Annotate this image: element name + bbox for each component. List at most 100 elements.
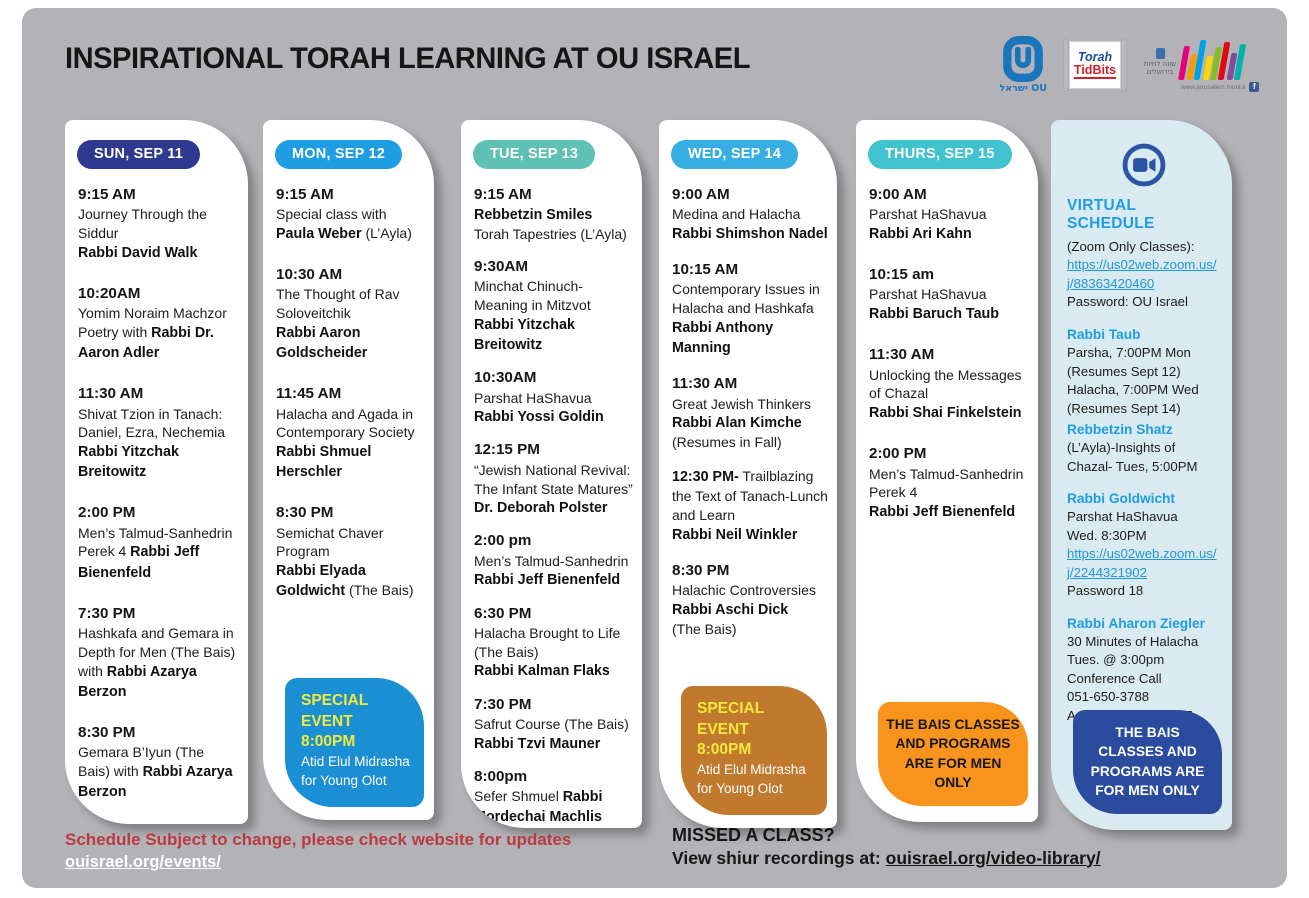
virtual-detail-line: 051-650-3788 bbox=[1067, 689, 1150, 705]
event-time: 11:30 AM bbox=[78, 385, 144, 403]
schedule-event: 11:30 AM Shivat Tzion in Tanach: Daniel, … bbox=[78, 383, 239, 482]
event-line: Halachic Controversies bbox=[672, 581, 828, 600]
event-line: Rabbi Shai Finkelstein bbox=[869, 403, 1029, 423]
event-text: (The Bais) bbox=[672, 621, 737, 638]
day-header-tue: TUE, SEP 13 bbox=[473, 140, 596, 169]
speaker-name: Rabbi Yitzchak Breitowitz bbox=[78, 444, 179, 481]
schedule-event: 12:15 PM “Jewish National Revival: The In… bbox=[474, 439, 633, 518]
event-line: “Jewish National Revival: The Infant Sta… bbox=[474, 461, 633, 499]
event-line: Rabbi Anthony Manning bbox=[672, 318, 828, 358]
event-text: (The Bais) bbox=[345, 582, 414, 599]
ou-israel-logo: OU ישראל bbox=[1000, 36, 1047, 94]
event-time: 6:30 PM bbox=[474, 604, 532, 622]
special-event-line: for Young Olot bbox=[697, 781, 783, 797]
event-line: Gemara B’Iyun (The Bais) with Rabbi Azar… bbox=[78, 743, 239, 802]
events-link[interactable]: ouisrael.org/events/ bbox=[65, 853, 221, 872]
event-text: Parshat HaShavua bbox=[869, 206, 987, 223]
event-text: Great Jewish Thinkers bbox=[672, 395, 812, 412]
speaker-name: Rabbi Azarya Berzon bbox=[78, 663, 197, 700]
event-line: Rabbi Neil Winkler bbox=[672, 525, 828, 545]
schedule-change-notice: Schedule Subject to change, please check… bbox=[65, 830, 572, 849]
bais-men-only-box: THE BAIS CLASSES AND PROGRAMS ARE FOR ME… bbox=[1073, 709, 1222, 814]
jerusalem-skyline-art-icon bbox=[1178, 36, 1247, 80]
event-text: The Thought of Rav Soloveitchik bbox=[276, 286, 400, 322]
event-line: Sefer Shmuel Rabbi Mordechai Machlis bbox=[474, 787, 633, 827]
event-time: 10:30AM bbox=[474, 369, 537, 387]
event-time: 8:30 PM bbox=[672, 562, 730, 580]
virtual-detail-line: Parsha, 7:00PM Mon bbox=[1067, 345, 1191, 361]
special-event-title: SPECIAL EVENT bbox=[301, 692, 368, 730]
event-line: (Resumes in Fall) bbox=[672, 433, 828, 452]
event-line: Rabbi Aaron Goldscheider bbox=[276, 323, 425, 363]
page-title: INSPIRATIONAL TORAH LEARNING AT OU ISRAE… bbox=[65, 42, 751, 75]
event-time: 9:15 AM bbox=[474, 186, 532, 203]
event-time: 2:00 pm bbox=[474, 532, 532, 550]
event-text: Contemporary Issues in Halacha and Hashk… bbox=[672, 281, 820, 317]
event-text: Safrut Course (The Bais) bbox=[474, 715, 629, 732]
virtual-detail-line: Wed. 8:30PM bbox=[1067, 527, 1147, 543]
schedule-event: 6:30 PM Halacha Brought to Life (The Bais… bbox=[474, 603, 633, 682]
event-line: Parshat HaShavua bbox=[869, 285, 1029, 304]
zoom-link[interactable]: https://us02web.zoom.us/j/88363420460 bbox=[1067, 257, 1217, 291]
event-time: 2:00 PM bbox=[78, 504, 136, 522]
event-line: Men’s Talmud-Sanhedrin Perek 4 Rabbi Jef… bbox=[78, 524, 239, 583]
event-line: Men’s Talmud-Sanhedrin bbox=[474, 552, 633, 571]
virtual-password: Password: OU Israel bbox=[1067, 294, 1188, 310]
special-event-box: SPECIAL EVENT 8:00PM Atid Elul Midrasha for… bbox=[681, 686, 827, 815]
event-text: Parshat HaShavua bbox=[869, 286, 987, 303]
footer-left: Schedule Subject to change, please check… bbox=[65, 830, 571, 872]
event-time: 8:30 PM bbox=[78, 723, 136, 741]
schedule-event: 2:00 pm Men’s Talmud-Sanhedrin Rabbi Jeff … bbox=[474, 530, 633, 590]
virtual-speaker-name: Rabbi Taub bbox=[1067, 326, 1141, 342]
virtual-detail-line: 30 Minutes of Halacha bbox=[1067, 633, 1199, 649]
schedule-event: 10:30AM Parshat HaShavua Rabbi Yossi Goldi… bbox=[474, 367, 633, 427]
scroll-roller-icon bbox=[1063, 38, 1069, 92]
event-text: Parshat HaShavua bbox=[474, 389, 592, 406]
schedule-event: 9:15 AM Journey Through the Siddur Rabbi D… bbox=[78, 184, 239, 263]
footer-right: MISSED A CLASS? View shiur recordings at… bbox=[672, 824, 1101, 869]
event-text: (L’Ayla) bbox=[361, 225, 412, 242]
event-line: Halacha Brought to Life (The Bais) bbox=[474, 624, 633, 662]
event-line: Safrut Course (The Bais) bbox=[474, 715, 633, 734]
events-list: 9:15 AM Special class with Paula Weber (L’… bbox=[263, 169, 434, 601]
event-time: 9:00 AM bbox=[869, 186, 927, 203]
schedule-event: 9:00 AM Medina and Halacha Rabbi Shimshon … bbox=[672, 184, 828, 244]
events-list: 9:15 AM Journey Through the Siddur Rabbi D… bbox=[65, 169, 248, 802]
event-time: 10:15 AM bbox=[672, 261, 739, 279]
schedule-event: 12:30 PM- Trailblazing the Text of Tanac… bbox=[672, 467, 828, 545]
schedule-event: 9:15 AM Rebbetzin Smiles Torah Tapestries … bbox=[474, 184, 633, 244]
speaker-name: Rabbi Shimshon Nadel bbox=[672, 226, 828, 243]
zoom-link[interactable]: https://us02web.zoom.us/j/2244321902 bbox=[1067, 546, 1217, 580]
virtual-detail-line: (Resumes Sept 12) bbox=[1067, 363, 1181, 379]
schedule-event: 8:30 PM Halachic Controversies Rabbi Aschi… bbox=[672, 560, 828, 639]
event-text: Halachic Controversies bbox=[672, 582, 816, 599]
event-line: Rabbi Tzvi Mauner bbox=[474, 734, 633, 754]
scroll-roller-icon bbox=[1121, 38, 1127, 92]
flyer-board: INSPIRATIONAL TORAH LEARNING AT OU ISRAE… bbox=[22, 8, 1287, 888]
speaker-name: Rabbi Yossi Goldin bbox=[474, 409, 604, 426]
speaker-name: Rabbi Jeff Bienenfeld bbox=[474, 572, 621, 589]
speaker-name: Rabbi Aschi Dick bbox=[672, 602, 789, 619]
virtual-detail-line: Chazal- Tues, 5:00PM bbox=[1067, 458, 1198, 474]
schedule-event: 9:15 AM Special class with Paula Weber (L’… bbox=[276, 184, 425, 244]
event-time: 8:30 PM bbox=[276, 504, 334, 522]
event-time: 10:15 am bbox=[869, 266, 935, 284]
schedule-event: 8:00pm Sefer Shmuel Rabbi Mordechai Machl… bbox=[474, 766, 633, 828]
event-text: Hashkafa and Gemara in Depth for Men (Th… bbox=[78, 625, 236, 679]
virtual-detail-line: (Resumes Sept 14) bbox=[1067, 400, 1181, 416]
event-line: Rabbi Baruch Taub bbox=[869, 304, 1029, 324]
events-list: 9:00 AM Parshat HaShavua Rabbi Ari Kahn 10:… bbox=[856, 169, 1038, 522]
day-column-mon: MON, SEP 12 9:15 AM Special class with Paul… bbox=[263, 120, 434, 820]
day-header-thurs: THURS, SEP 15 bbox=[868, 140, 1012, 169]
day-column-tue: TUE, SEP 13 9:15 AM Rebbetzin Smiles Torah … bbox=[461, 120, 642, 828]
virtual-detail-line: Tues. @ 3:00pm bbox=[1067, 652, 1165, 668]
speaker-name: Rabbi Yitzchak Breitowitz bbox=[474, 316, 575, 354]
virtual-speaker-name: Rebbetzin Shatz bbox=[1067, 422, 1173, 438]
video-library-link[interactable]: ouisrael.org/video-library/ bbox=[885, 847, 1101, 868]
event-line: Hashkafa and Gemara in Depth for Men (Th… bbox=[78, 624, 239, 702]
speaker-name: Rabbi Elyada Goldwicht bbox=[276, 563, 366, 600]
event-time: 7:30 PM bbox=[474, 695, 532, 713]
event-line: (The Bais) bbox=[672, 620, 828, 639]
event-line: Rabbi Yossi Goldin bbox=[474, 407, 633, 427]
event-line: Journey Through the Siddur bbox=[78, 205, 239, 243]
